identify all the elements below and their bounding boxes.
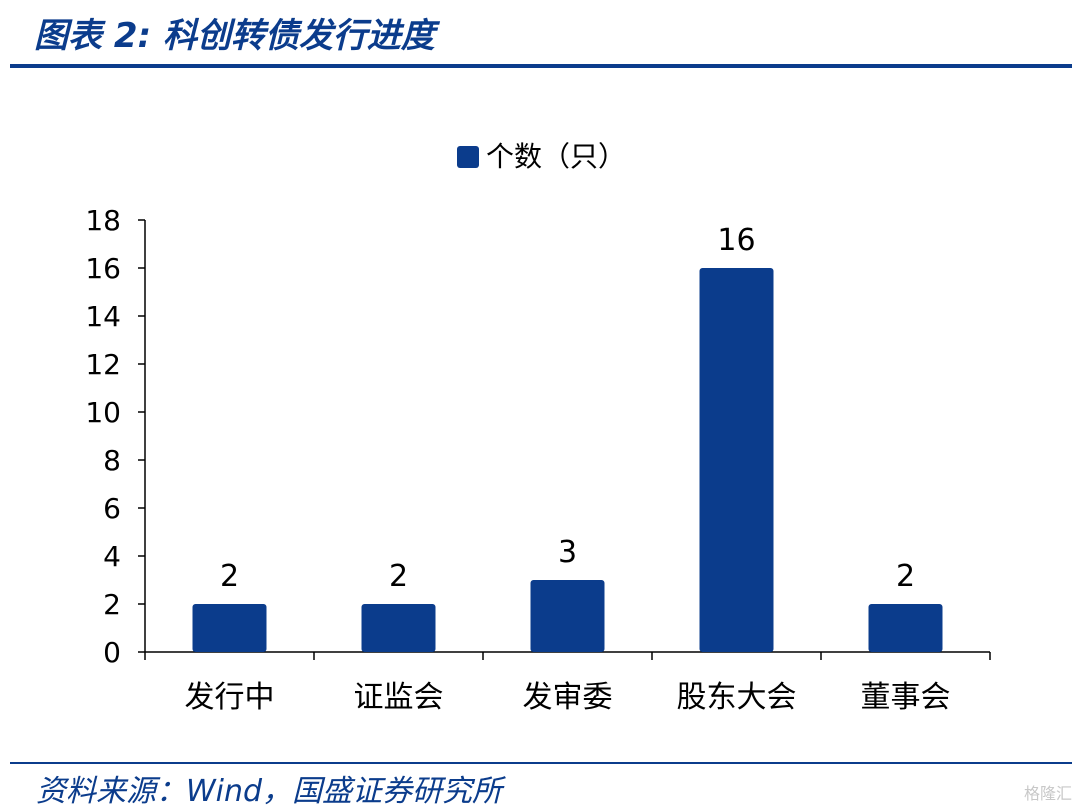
y-tick-label: 18	[85, 204, 121, 237]
category-label: 董事会	[861, 680, 951, 715]
bars	[192, 268, 943, 652]
y-tick-label: 8	[103, 444, 121, 477]
data-label: 3	[558, 535, 577, 570]
bar	[361, 604, 436, 652]
bar	[530, 580, 605, 652]
data-label: 2	[896, 559, 915, 594]
title-divider	[10, 64, 1072, 68]
y-tick-label: 14	[85, 300, 121, 333]
y-tick-label: 6	[103, 492, 121, 525]
bar-chart: 个数（只） 0 2 4 6 8 10 12 14 16 18 2 发行中 2 证监会 3 发审委 16 股东大会…	[85, 140, 991, 715]
data-label: 2	[220, 559, 239, 594]
source-note: 资料来源：Wind，国盛证券研究所	[36, 774, 503, 809]
legend: 个数（只）	[457, 140, 626, 173]
y-tick-label: 12	[85, 348, 121, 381]
y-tick-label: 4	[103, 540, 121, 573]
footer-divider	[10, 762, 1072, 764]
y-tick-label: 10	[85, 396, 121, 429]
bar	[192, 604, 267, 652]
legend-label: 个数（只）	[486, 140, 626, 173]
category-label: 发行中	[185, 680, 275, 715]
category-label: 发审委	[523, 680, 613, 715]
bar	[699, 268, 774, 652]
y-tick-label: 2	[103, 588, 121, 621]
bar	[868, 604, 943, 652]
watermark: 格隆汇	[1023, 784, 1072, 803]
data-label: 16	[717, 223, 755, 258]
legend-swatch	[457, 146, 479, 168]
y-tick-label: 0	[103, 636, 121, 669]
chart-title: 图表 2: 科创转债发行进度	[34, 16, 435, 56]
category-label: 股东大会	[677, 680, 797, 715]
labels: 2 发行中 2 证监会 3 发审委 16 股东大会 2 董事会	[185, 223, 951, 715]
axes: 0 2 4 6 8 10 12 14 16 18	[85, 204, 991, 669]
data-label: 2	[389, 559, 408, 594]
category-label: 证监会	[354, 680, 444, 715]
y-tick-label: 16	[85, 252, 121, 285]
